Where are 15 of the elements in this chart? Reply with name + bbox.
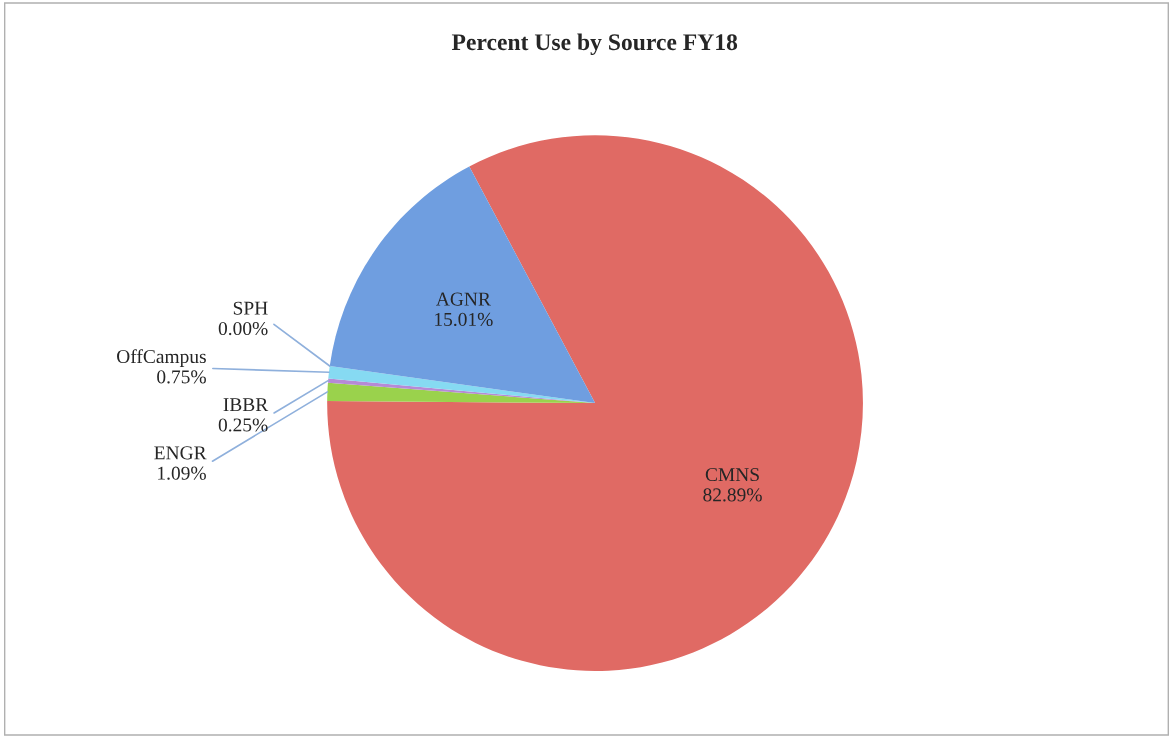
slice-label: OffCampus	[117, 349, 206, 368]
slice-label: CMNS	[705, 468, 759, 482]
category-label: SPH	[233, 301, 268, 315]
slice-label: AGNR	[436, 292, 491, 306]
pie-slice	[329, 166, 596, 404]
data-label: 1.09%	[158, 466, 206, 480]
data-label: 15.01%	[435, 312, 493, 327]
slice-label: IBBR	[223, 398, 269, 412]
chart-title: Percent Use by Source FY18	[451, 33, 738, 56]
text: 0.00%	[218, 321, 268, 336]
data-label: 0.25%	[218, 418, 268, 432]
data-label: 82.89%	[703, 488, 762, 502]
pie-slice	[327, 135, 863, 671]
slice-label: ENGR	[154, 446, 207, 460]
data-label: 0.75%	[157, 370, 206, 384]
